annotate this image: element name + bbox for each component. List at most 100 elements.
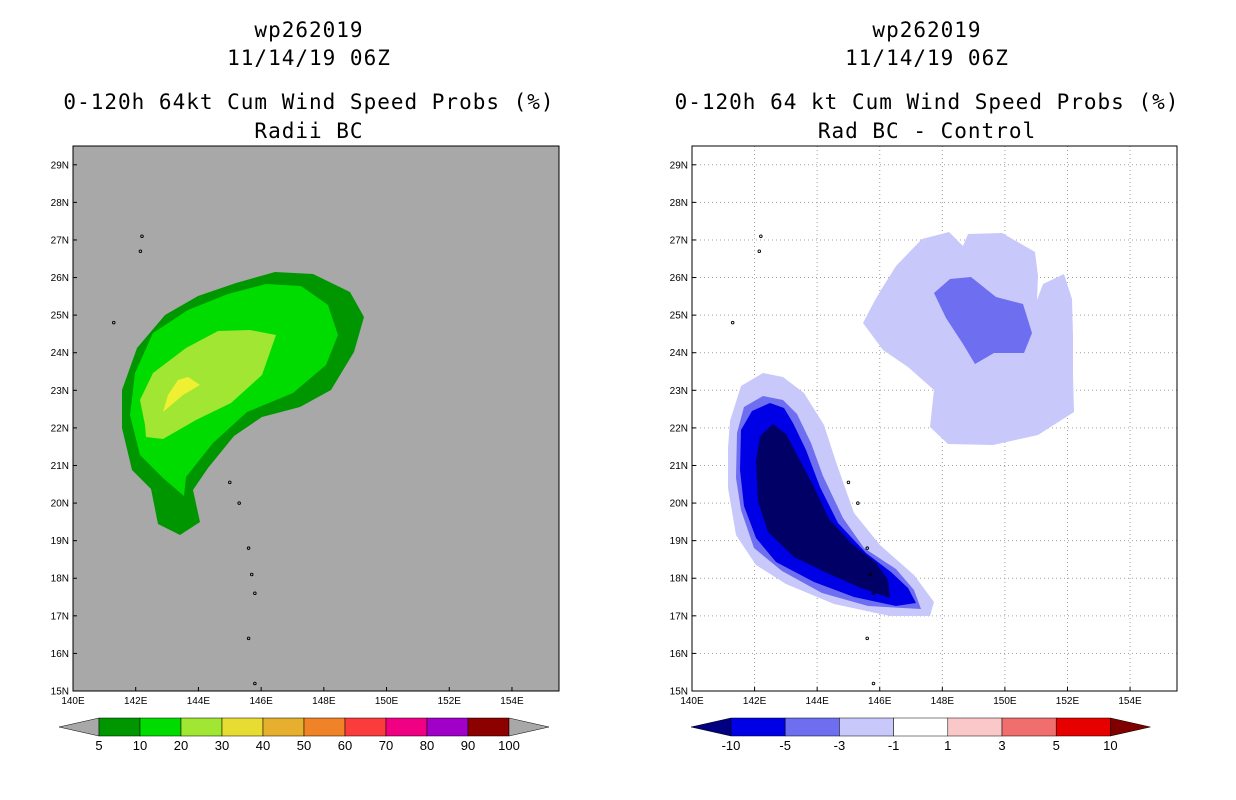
colorbar-segment (947, 717, 1003, 737)
lat-tick-label: 17N (670, 611, 688, 622)
contour-20-percent (140, 330, 276, 439)
colorbar-label: 30 (215, 738, 229, 753)
right-panel: wp262019 11/14/19 06Z 0-120h 64 kt Cum W… (618, 0, 1236, 800)
island (856, 501, 860, 505)
colorbar-segment (839, 717, 894, 737)
colorbar-label: 90 (461, 738, 475, 753)
lat-tick-label: 23N (51, 386, 69, 397)
colorbar: 5 10 20 30 40 50 60 70 80 90 100 (58, 717, 550, 753)
storm-id-title: wp262019 (872, 18, 982, 42)
island (237, 501, 241, 505)
product-title: 0-120h 64kt Cum Wind Speed Probs (%) (63, 90, 555, 114)
island-outlines (730, 234, 876, 686)
lat-tick-label: 17N (51, 611, 69, 622)
colorbar-segment (784, 717, 840, 737)
map-frame (691, 145, 1178, 692)
colorbar-label: 100 (498, 738, 520, 753)
island (871, 681, 876, 686)
island (730, 320, 735, 325)
island (865, 636, 869, 641)
colorbar-low-arrow (690, 717, 732, 737)
difference-contours (728, 232, 1074, 616)
island (246, 546, 251, 550)
colorbar-label: -5 (779, 738, 791, 753)
subtitle: Rad BC - Control (817, 119, 1037, 143)
island (868, 572, 873, 577)
lat-tick-label: 19N (51, 536, 69, 547)
island (253, 591, 257, 596)
colorbar-segment (139, 717, 182, 737)
lat-tick-label: 21N (670, 461, 688, 472)
lat-tick-label: 26N (670, 273, 688, 284)
lat-tick-label: 18N (670, 574, 688, 585)
colorbar-segment (262, 717, 305, 737)
probability-contours (122, 272, 364, 535)
lat-tick-label: 29N (670, 160, 688, 171)
lon-tick-label: 148E (312, 696, 336, 707)
colorbar: -10 -5 -3 -1 1 3 5 10 (690, 717, 1151, 753)
lat-tick-label: 24N (670, 348, 688, 359)
island (757, 249, 762, 253)
colorbar-high-arrow (1110, 717, 1151, 737)
right-map: 15N 16N 17N 18N 19N 20N 21N 22N 23N 24N 25N 26N 27N 2… (670, 145, 1178, 753)
lat-tick-label: 27N (51, 235, 69, 246)
island (759, 234, 763, 238)
datetime-title: 11/14/19 06Z (227, 46, 391, 70)
contour-minus3-north (934, 277, 1032, 364)
lon-tick-label: 150E (375, 696, 399, 707)
lat-tick-label: 23N (670, 386, 688, 397)
colorbar-label: 70 (379, 738, 393, 753)
left-map: 15N 16N 17N 18N 19N 20N 21N 22N 23N 24N 25N 26N 27N 2… (51, 145, 560, 753)
contour-30-percent (163, 377, 200, 412)
datetime-title: 11/14/19 06Z (845, 46, 1009, 70)
lon-tick-label: 152E (438, 696, 462, 707)
axis-labels: 15N 16N 17N 18N 19N 20N 21N 22N 23N 24N 25N 26N 27N 2… (51, 160, 524, 707)
colorbar-label: 10 (1103, 738, 1117, 753)
lon-tick-label: 154E (1118, 696, 1142, 707)
axis-labels: 15N 16N 17N 18N 19N 20N 21N 22N 23N 24N 25N 26N 27N 2… (670, 160, 1142, 707)
island (865, 546, 869, 550)
lat-tick-label: 20N (51, 499, 69, 510)
colorbar-label: -3 (834, 738, 846, 753)
lat-tick-label: 29N (51, 160, 69, 171)
subtitle: Radii BC (254, 119, 364, 143)
colorbar-segment (303, 717, 346, 737)
colorbar-label: 1 (944, 738, 951, 753)
colorbar-label: 60 (338, 738, 352, 753)
lon-tick-label: 144E (805, 696, 829, 707)
lat-tick-label: 28N (670, 198, 688, 209)
lon-tick-label: 140E (680, 696, 704, 707)
lat-tick-label: 22N (670, 423, 688, 434)
colorbar-segment (344, 717, 387, 737)
lon-tick-label: 148E (931, 696, 955, 707)
colorbar-segment (385, 717, 428, 737)
island-outlines (112, 234, 257, 686)
island (846, 480, 851, 485)
island (138, 249, 143, 253)
lat-tick-label: 15N (51, 687, 69, 698)
lat-tick-label: 21N (51, 461, 69, 472)
lon-tick-label: 154E (500, 696, 524, 707)
lat-tick-label: 20N (670, 499, 688, 510)
colorbar-segment (221, 717, 264, 737)
lat-tick-label: 26N (51, 273, 69, 284)
colorbar-label: 20 (174, 738, 188, 753)
colorbar-label: 40 (256, 738, 270, 753)
colorbar-segment (893, 717, 949, 737)
lat-tick-label: 19N (670, 536, 688, 547)
lat-tick-label: 16N (670, 649, 688, 660)
colorbar-label: 5 (1053, 738, 1060, 753)
colorbar-segment (1001, 717, 1057, 737)
lat-tick-label: 15N (670, 687, 688, 698)
colorbar-segment (730, 717, 786, 737)
island (253, 681, 257, 686)
lon-tick-label: 152E (1056, 696, 1080, 707)
colorbar-segment (180, 717, 223, 737)
lon-tick-label: 142E (124, 696, 148, 707)
colorbar-label: 3 (998, 738, 1005, 753)
colorbar-label: 80 (420, 738, 434, 753)
lon-tick-label: 144E (187, 696, 211, 707)
colorbar-low-arrow (58, 717, 100, 737)
lat-tick-label: 28N (51, 198, 69, 209)
lat-tick-label: 22N (51, 423, 69, 434)
